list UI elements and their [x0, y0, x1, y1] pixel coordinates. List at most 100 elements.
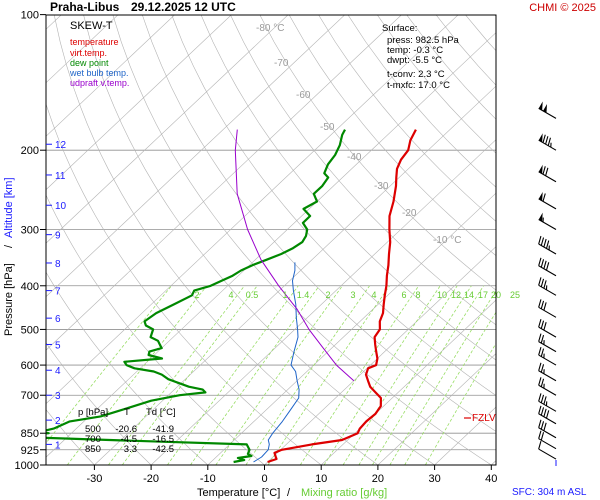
dry-adiabat-60 [171, 15, 496, 396]
pressure-label-400: 400 [21, 281, 39, 293]
mixing-ratio-line [342, 285, 458, 465]
station-name: Praha-Libus [50, 0, 120, 14]
pressure-label-600: 600 [21, 360, 39, 372]
altitude-label-11: 11 [55, 171, 66, 182]
dry-adiabat-20 [53, 15, 379, 465]
dry-adiabat-40 [112, 15, 492, 465]
table-header-td: Td [°C] [146, 407, 176, 418]
mixing-ratio-label: 1.4 [297, 290, 310, 300]
series-udpraft-v-temp [234, 129, 355, 382]
isotherm-label--60: -60 [296, 90, 311, 101]
pressure-label-100: 100 [21, 10, 39, 22]
temperature-label--20: -20 [143, 473, 159, 485]
table-header-p: p [hPa] [78, 407, 108, 418]
mixing-ratio-label: 6 [401, 290, 406, 300]
mixing-ratio-line [372, 285, 484, 465]
legend: SKEW-T temperature virt.temp. dew point … [69, 20, 129, 88]
wind-barbs [538, 101, 557, 466]
series-temperature [267, 129, 417, 464]
altitude-label-2: 2 [55, 416, 61, 427]
mixing-ratio-label: 12 [451, 290, 461, 300]
mixing-ratio-label: 2 [325, 290, 330, 300]
mixing-ratio-line [358, 285, 472, 465]
dry-adiabat-100 [288, 15, 496, 257]
surface-title: Surface: [382, 23, 417, 34]
dry-adiabat-30 [83, 15, 435, 465]
dry-adiabat--20 [46, 342, 152, 465]
isotherm-10 [320, 299, 496, 465]
surface-info: Surface: press: 982.5 hPa temp: -0.3 °C … [382, 23, 460, 91]
dry-adiabat-80 [230, 15, 496, 326]
wind-barb [538, 191, 557, 210]
table-row-500-p: 500 [85, 424, 101, 435]
x-axis-title-mixing: Mixing ratio [g/kg] [301, 487, 387, 499]
legend-wet-bulb: wet bulb temp. [69, 68, 129, 78]
isotherm--10 [207, 192, 496, 465]
isotherm--50 [46, 15, 459, 405]
mixing-ratio-line [323, 285, 441, 465]
series-wet-bulb-temp [253, 262, 300, 463]
pressure-label-300: 300 [21, 225, 39, 237]
mixing-ratio-label: 0.5 [246, 290, 259, 300]
altitude-label-10: 10 [55, 201, 67, 212]
mixing-ratio-line [389, 290, 496, 465]
dry-adiabat--10 [46, 271, 209, 465]
isotherm--80 [46, 15, 289, 244]
isotherm--100 [46, 15, 175, 137]
mixing-ratio-label: 8 [415, 290, 420, 300]
pressure-label-850: 850 [21, 428, 39, 440]
table-row-850-p: 850 [85, 444, 101, 455]
isotherm--40 [46, 32, 496, 458]
altitude-label-4: 4 [55, 366, 61, 377]
legend-virt-temp: virt.temp. [70, 48, 107, 58]
dry-adiabat-50 [142, 15, 496, 432]
mixing-ratio-line [167, 285, 299, 465]
surface-temp: temp: -0.3 °C [387, 45, 443, 56]
wind-barb [538, 405, 557, 425]
isotherm-label--70: -70 [274, 58, 289, 69]
dry-adiabat-70 [200, 15, 496, 361]
wind-barb [538, 430, 557, 450]
temperature-label--30: -30 [86, 473, 102, 485]
wind-barb [538, 101, 557, 119]
table-row-850-t: 3.3 [124, 444, 137, 455]
altitude-label-8: 8 [55, 259, 61, 270]
surface-tmxfc: t-mxfc: 17.0 °C [387, 80, 450, 91]
x-axis-separator: / [287, 487, 291, 499]
isotherm-label--10: -10 °C [433, 235, 461, 246]
wind-barb [538, 299, 557, 318]
mixing-ratio-line [404, 311, 496, 465]
legend-temperature: temperature [70, 37, 119, 47]
mixing-ratio-line [108, 285, 245, 465]
wind-barb [538, 440, 557, 460]
y-axis-title-altitude: Altitude [km] [3, 177, 15, 238]
temperature-label--10: -10 [200, 473, 216, 485]
background-grid [46, 15, 496, 465]
mixing-ratio-label: 3 [350, 290, 355, 300]
table-row-500-t: -20.6 [115, 424, 137, 435]
isotherm-label--30: -30 [374, 181, 389, 192]
isotherm--30 [94, 85, 496, 465]
diagram-name: SKEW-T [70, 20, 113, 32]
mixing-ratio-line [190, 285, 320, 465]
mixing-ratio-label: 4 [371, 290, 376, 300]
mixing-ratio-line [425, 342, 496, 465]
mixing-ratio-label: 1 [282, 290, 287, 300]
isotherm-label--80: -80 °C [256, 23, 284, 34]
pressure-label-200: 200 [21, 145, 39, 157]
levels-table: p [hPa] T Td [°C] 500 -20.6 -41.9 700 -4… [78, 407, 176, 455]
plot-labels: -80 °C -70 -60 -50 -40 -30 -20 -10 °C 2 4 0.5 1 1.4 2… [194, 23, 520, 300]
temperature-label-10: 10 [315, 473, 327, 485]
mixing-ratio-label: 10 [437, 290, 447, 300]
temperature-label-30: 30 [428, 473, 440, 485]
dry-adiabat--30 [46, 409, 95, 465]
sounding-profiles [46, 129, 417, 464]
wind-barb [538, 164, 557, 183]
wind-barb [538, 333, 557, 353]
sfc-label: SFC: 304 m ASL [512, 487, 587, 498]
dry-adiabat-0 [46, 194, 265, 465]
fzlv-label: FZLV [472, 413, 496, 424]
series-dew-point [46, 129, 346, 464]
pressure-label-500: 500 [21, 324, 39, 336]
